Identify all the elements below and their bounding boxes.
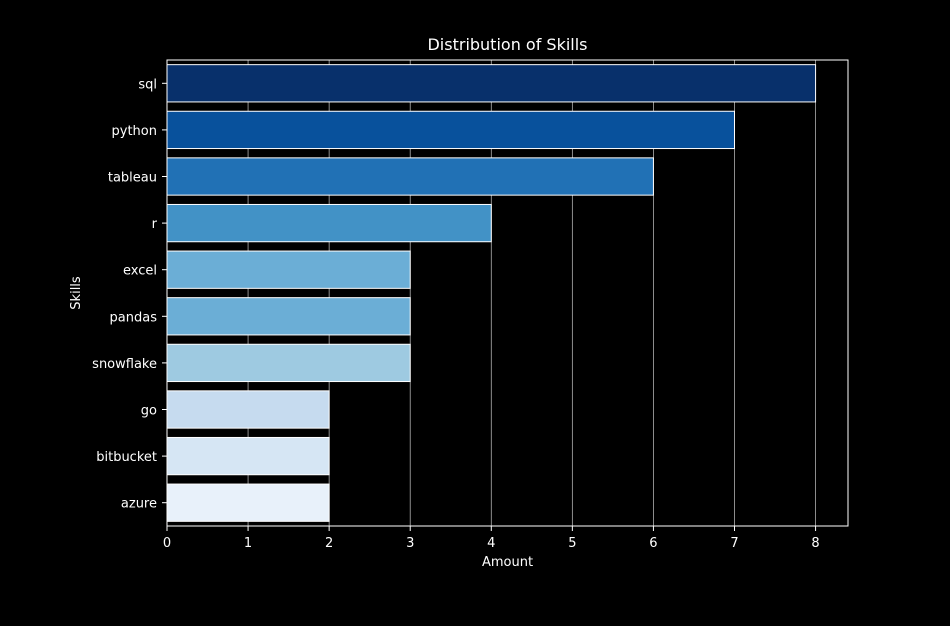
y-tick-label-r: r <box>152 217 158 232</box>
x-tick-label-5: 5 <box>568 536 576 551</box>
y-tick-label-python: python <box>112 124 157 139</box>
bar-r <box>166 203 492 243</box>
bar-sql <box>166 64 817 103</box>
bar-bitbucket <box>166 436 330 476</box>
bar-pandas <box>166 297 411 336</box>
x-tick-label-7: 7 <box>730 536 738 551</box>
y-tick-label-pandas: pandas <box>110 310 158 325</box>
x-tick-label-4: 4 <box>487 536 495 551</box>
y-tick-label-go: go <box>141 404 157 419</box>
bar-azure <box>166 483 330 522</box>
y-tick-label-excel: excel <box>123 264 157 279</box>
bar-excel <box>166 250 411 289</box>
x-tick-label-8: 8 <box>811 536 819 551</box>
y-tick-label-snowflake: snowflake <box>92 357 157 372</box>
y-axis-label: Skills <box>69 276 84 310</box>
x-tick-label-0: 0 <box>163 536 171 551</box>
y-tick-label-azure: azure <box>121 497 157 512</box>
x-axis-ticks: 0 1 2 3 4 5 6 7 8 <box>163 526 820 551</box>
y-tick-label-bitbucket: bitbucket <box>96 450 157 465</box>
x-axis-label: Amount <box>482 555 533 570</box>
bar-tableau <box>166 157 654 196</box>
bars <box>166 64 817 522</box>
y-axis-ticks: sql python tableau r excel pandas snowflake go b… <box>92 77 167 512</box>
bar-snowflake <box>166 343 411 383</box>
y-tick-label-tableau: tableau <box>108 171 157 186</box>
y-tick-label-sql: sql <box>138 77 157 92</box>
bar-go <box>166 390 330 429</box>
x-tick-label-1: 1 <box>244 536 252 551</box>
x-tick-label-6: 6 <box>649 536 657 551</box>
plot-frame <box>166 59 849 527</box>
x-tick-label-2: 2 <box>325 536 333 551</box>
x-tick-label-3: 3 <box>406 536 414 551</box>
chart-title: Distribution of Skills <box>427 35 587 54</box>
bar-python <box>166 110 735 150</box>
